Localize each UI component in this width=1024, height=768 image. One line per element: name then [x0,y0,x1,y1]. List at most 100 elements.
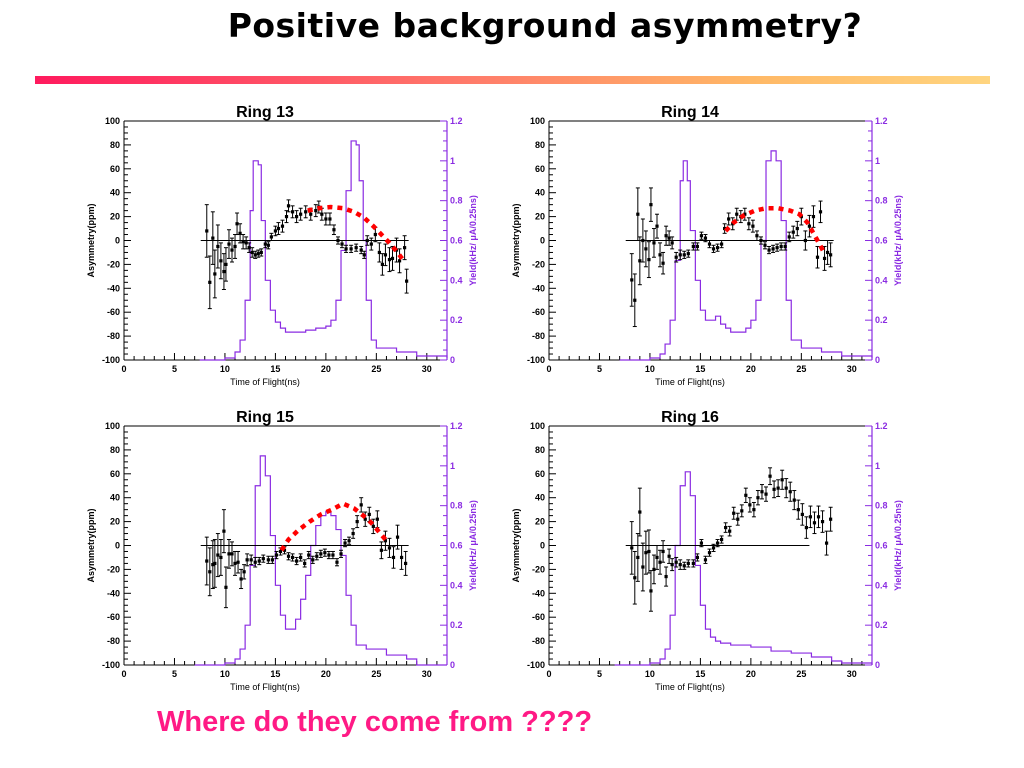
asymmetry-point [707,242,712,246]
y2-tick-label: 0.2 [875,315,888,325]
y2-tick-label: 0.6 [875,236,888,246]
asymmetry-point [244,241,248,245]
asymmetry-point [343,541,347,545]
footer-question: Where do they come from ???? [157,706,593,738]
asymmetry-point [319,552,323,556]
y-tick-label: -80 [532,636,545,646]
y-tick-label: -60 [532,307,545,317]
asymmetry-point [247,246,251,250]
asymmetry-point [359,248,363,252]
asymmetry-point [638,259,642,263]
asymmetry-point [727,217,731,221]
y-tick-label: -100 [527,355,545,365]
asymmetry-point [658,560,662,564]
asymmetry-point [362,253,366,257]
asymmetry-point [239,577,243,581]
asymmetry-point [638,510,642,514]
y-tick-label: 60 [110,164,120,174]
asymmetry-point [266,558,270,562]
asymmetry-point [647,549,651,554]
x-tick-label: 5 [172,364,177,374]
asymmetry-point [630,278,634,282]
background-fit-curve [724,205,827,255]
y2-tick-label: 1 [450,461,455,471]
asymmetry-point [776,486,780,490]
asymmetry-point [720,537,724,542]
x-tick-label: 15 [270,364,280,374]
asymmetry-point [736,517,740,521]
x-tick-label: 0 [121,364,126,374]
y-tick-label: -20 [532,259,545,269]
asymmetry-point [686,252,690,256]
asymmetry-point [740,509,744,513]
asymmetry-point [369,242,373,246]
asymmetry-point [286,204,291,208]
y-axis-label: Asymmetry(ppm) [511,508,521,582]
asymmetry-point [744,493,748,497]
asymmetry-point [641,238,645,243]
asymmetry-point [253,253,257,257]
chart-title: Ring 15 [236,409,294,426]
asymmetry-point [661,261,665,265]
asymmetry-point [261,557,265,561]
y-tick-label: 40 [535,188,545,198]
asymmetry-point [331,553,335,557]
asymmetry-point [383,253,388,257]
y2-tick-label: 1 [875,156,880,166]
asymmetry-point [263,242,267,246]
asymmetry-point [775,246,779,250]
asymmetry-point [286,554,291,558]
asymmetry-point [290,210,295,214]
y2-tick-label: 0.2 [450,315,463,325]
asymmetry-point [678,563,682,567]
asymmetry-point [703,236,708,240]
asymmetry-point [735,212,739,216]
asymmetry-point [222,269,226,274]
asymmetry-point [728,529,732,533]
asymmetry-point [230,248,234,252]
asymmetry-point [213,272,217,276]
asymmetry-point [365,238,369,243]
asymmetry-point [759,238,763,243]
asymmetry-point [779,244,783,249]
asymmetry-point [652,567,656,571]
asymmetry-point [208,280,212,284]
y-tick-label: -60 [107,307,120,317]
x-axis-label: Time of Flight(ns) [230,377,300,387]
y2-tick-label: 0.8 [875,501,888,511]
y-tick-label: 80 [110,445,120,455]
y-tick-label: 0 [115,541,120,551]
y2-tick-label: 1.2 [450,421,463,431]
y2-axis-label: Yield(kHz/ μA/0.25ns) [893,500,903,591]
asymmetry-point [752,508,756,512]
asymmetry-point [233,561,237,566]
asymmetry-point [387,258,392,262]
asymmetry-point [323,551,327,555]
asymmetry-point [703,558,708,562]
y-tick-label: 80 [535,445,545,455]
chart-svg: Ring 160 5 10 15 20 25 30-100-80-60-40-2002040… [511,409,903,692]
asymmetry-point [772,487,776,491]
asymmetry-point [682,253,686,257]
background-fit-curve [279,501,389,552]
asymmetry-point [652,241,656,245]
asymmetry-point [375,517,379,521]
asymmetry-point [241,240,245,244]
asymmetry-point [354,246,358,250]
asymmetry-point [227,552,231,556]
y-tick-label: 60 [535,164,545,174]
chart-title: Ring 16 [661,409,719,426]
y-tick-label: 80 [110,140,120,150]
asymmetry-point [711,546,716,550]
asymmetry-point [399,555,404,560]
y-tick-label: 0 [540,236,545,246]
asymmetry-point [270,558,274,562]
asymmetry-point [647,258,651,262]
asymmetry-point [371,524,375,528]
y2-tick-label: 0 [875,660,880,670]
asymmetry-point [216,244,220,249]
yield-histogram [194,455,447,666]
asymmetry-point [667,236,671,240]
asymmetry-point [816,515,821,519]
y2-tick-label: 1.2 [875,116,888,126]
